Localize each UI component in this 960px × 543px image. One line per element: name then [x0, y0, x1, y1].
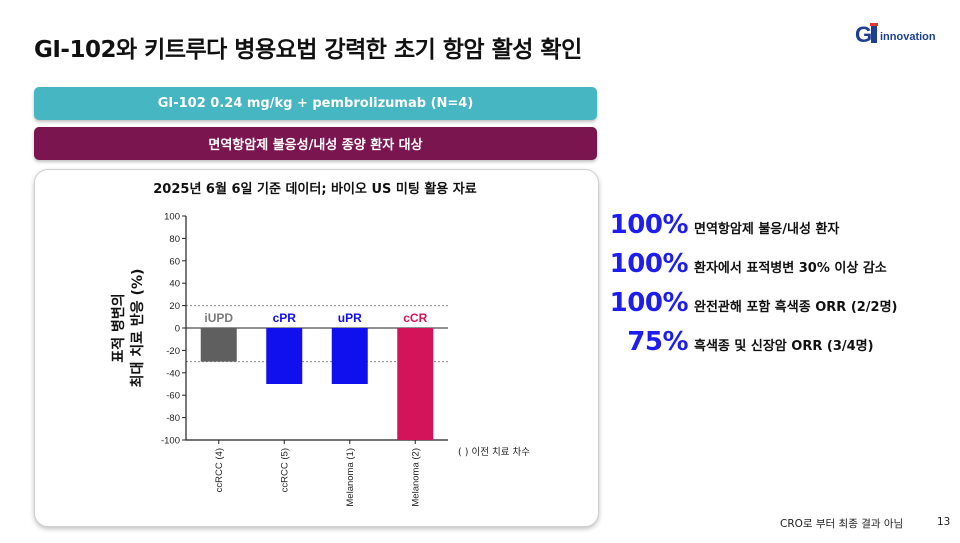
population-banner: 면역항암제 불응성/내성 종양 환자 대상 — [34, 127, 597, 160]
bar-response-label: uPR — [338, 311, 362, 325]
bar — [331, 328, 368, 384]
x-category-label: Melanoma (1) — [345, 448, 356, 507]
y-axis-title-line: 최대 치료 반응 (%) — [129, 269, 146, 388]
y-tick-label: 20 — [169, 301, 180, 312]
stat-row: 100% 환자에서 표적병변 30% 이상 감소 — [600, 249, 887, 279]
x-category-label: Melanoma (2) — [410, 448, 421, 507]
stat-description: 흑색종 및 신장암 ORR (3/4명) — [694, 339, 874, 354]
y-axis-title-line: 표적 병변의 — [110, 293, 127, 362]
bar-response-label: cPR — [273, 311, 297, 325]
company-logo: G innovation — [855, 22, 936, 47]
y-axis-title: 표적 병변의 최대 치료 반응 (%) — [110, 269, 146, 388]
x-category-label: ccRCC (5) — [279, 448, 290, 492]
footer-note: CRO로 부터 최종 결과 아님 — [780, 518, 904, 530]
chart-panel — [34, 169, 599, 527]
regimen-banner-text: GI-102 0.24 mg/kg + pembrolizumab (N=4) — [157, 96, 474, 111]
chart-annotation: ( ) 이전 치료 차수 — [458, 446, 530, 458]
page-title: GI-102와 키트루다 병용요법 강력한 초기 항암 활성 확인 — [34, 37, 582, 63]
stat-row: 100% 면역항암제 불응/내성 환자 — [600, 210, 840, 240]
y-tick-label: 100 — [164, 212, 180, 223]
stat-description: 완전관해 포함 흑색종 ORR (2/2명) — [694, 300, 898, 315]
regimen-banner: GI-102 0.24 mg/kg + pembrolizumab (N=4) — [34, 87, 597, 120]
y-tick-label: -60 — [166, 391, 180, 402]
y-tick-label: -40 — [166, 368, 180, 379]
stat-row: 100% 완전관해 포함 흑색종 ORR (2/2명) — [600, 288, 898, 318]
svg-text:G: G — [855, 22, 872, 47]
y-tick-label: 80 — [169, 234, 180, 245]
stat-percent: 100% — [609, 249, 689, 279]
stat-percent: 100% — [609, 288, 689, 318]
stat-description: 환자에서 표적병변 30% 이상 감소 — [694, 261, 887, 276]
bar — [200, 328, 237, 362]
page-number: 13 — [937, 516, 951, 528]
svg-text:innovation: innovation — [880, 31, 936, 43]
y-tick-label: -20 — [166, 346, 180, 357]
chart-title: 2025년 6월 6일 기준 데이터; 바이오 US 미팅 활용 자료 — [153, 182, 477, 197]
stat-row: 75% 흑색종 및 신장암 ORR (3/4명) — [600, 327, 874, 357]
y-tick-label: 40 — [169, 279, 180, 290]
x-category-label: ccRCC (4) — [214, 448, 225, 492]
y-tick-label: -100 — [161, 436, 180, 447]
stat-percent: 75% — [627, 327, 688, 357]
bar — [397, 328, 434, 440]
bar-response-label: iUPD — [204, 311, 233, 325]
population-banner-text: 면역항암제 불응성/내성 종양 환자 대상 — [208, 138, 423, 153]
stat-description: 면역항암제 불응/내성 환자 — [694, 222, 840, 237]
stat-percent: 100% — [609, 210, 689, 240]
bar-response-label: cCR — [403, 311, 427, 325]
y-tick-label: 60 — [169, 256, 180, 267]
y-tick-label: 0 — [175, 324, 180, 335]
y-tick-label: -80 — [166, 413, 180, 424]
bar — [266, 328, 303, 384]
